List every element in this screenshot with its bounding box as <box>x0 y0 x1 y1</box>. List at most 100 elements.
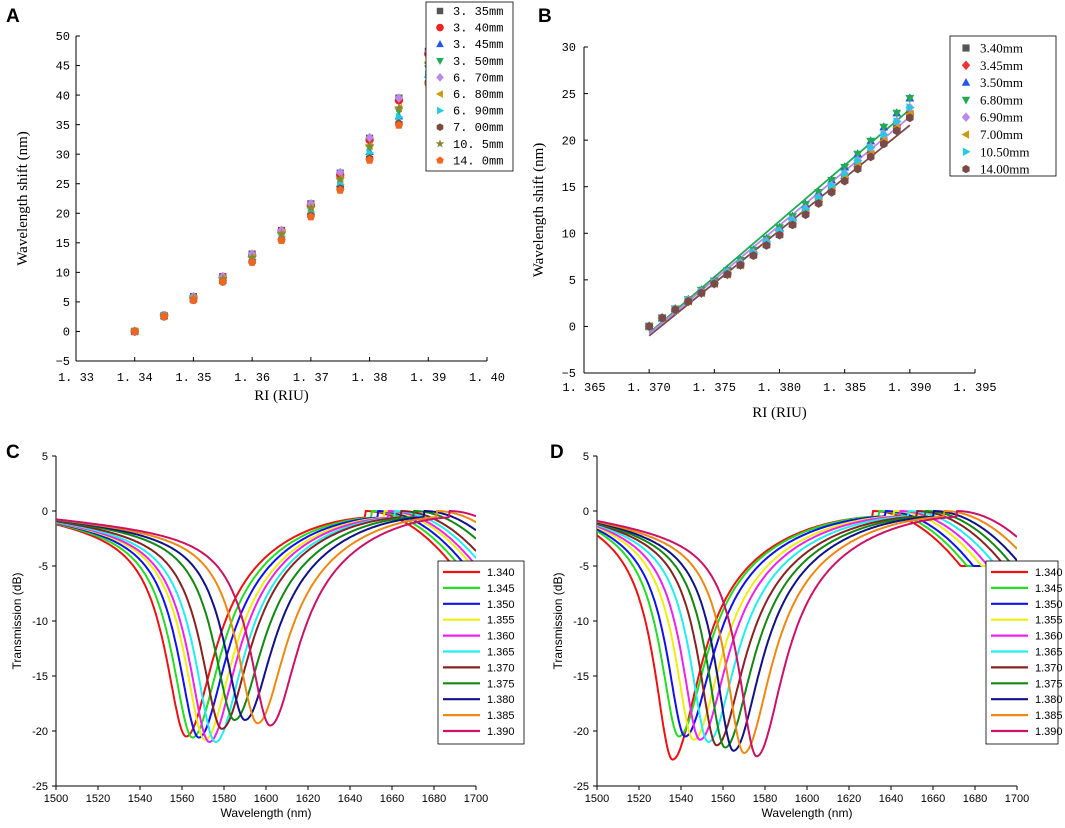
data-point <box>866 137 876 146</box>
chart-panel-b: 1. 365 1. 370 1. 375 1. 380 1. 385 1. 390 1. 3… <box>531 35 1057 421</box>
y-axis-title: Transmission (dB) <box>551 573 565 670</box>
data-point <box>854 156 863 165</box>
x-tick-label: 1540 <box>669 793 693 805</box>
legend-label: 7.00mm <box>980 127 1023 142</box>
data-point <box>762 241 771 250</box>
data-point <box>880 130 889 139</box>
data-point <box>247 252 257 262</box>
data-point <box>395 112 404 122</box>
legend-label: 3.45mm <box>980 58 1023 73</box>
legend-label: 6.90mm <box>980 110 1023 125</box>
data-point <box>218 277 227 286</box>
x-tick-label: 1580 <box>753 793 777 805</box>
y-tick-label: -25 <box>573 781 589 793</box>
x-tick-label: 1540 <box>128 793 152 805</box>
data-point <box>277 236 286 244</box>
x-tick-label: 1520 <box>86 793 110 805</box>
legend-label: 3. 35mm <box>453 5 503 19</box>
legend-label: 1.380 <box>1035 694 1063 706</box>
spectra-lines <box>597 510 1017 761</box>
series-670mm <box>130 46 433 337</box>
series-105mm <box>129 58 434 336</box>
data-point <box>365 132 374 143</box>
legend-marker <box>436 58 444 65</box>
x-tick-label: 1580 <box>212 793 236 805</box>
legend-label: 1.385 <box>487 710 515 722</box>
legend-marker <box>962 44 970 52</box>
data-point <box>906 103 915 112</box>
data-point <box>866 152 875 162</box>
chart-panel-a: 1. 33 1. 34 1. 35 1. 36 1. 37 1. 38 1. 39 1. 40… <box>15 1 514 404</box>
spectrum-1.390 <box>597 510 1017 758</box>
legend-label: 1.385 <box>1035 710 1063 722</box>
legend-marker <box>961 112 971 122</box>
spectrum-1.350 <box>597 510 1017 738</box>
legend-label: 6. 70mm <box>453 71 503 85</box>
data-point <box>893 126 901 136</box>
legend-label: 10.50mm <box>980 144 1029 159</box>
spectrum-1.375 <box>56 510 476 722</box>
fit-line <box>648 108 911 334</box>
series-700mm <box>131 78 432 336</box>
series-680mm <box>130 59 432 336</box>
x-tick-label: 1620 <box>837 793 861 805</box>
spectrum-1.365 <box>597 510 1017 744</box>
spectrum-1.380 <box>56 510 476 722</box>
data-point <box>892 109 902 118</box>
data-point <box>394 103 404 113</box>
series-345mm <box>130 69 433 335</box>
data-point <box>306 212 316 221</box>
series-335mm <box>131 47 432 336</box>
data-point <box>394 93 404 103</box>
data-point <box>658 313 666 323</box>
y-tick-label: 50 <box>56 30 70 44</box>
y-axis-title: Wavelength shift (nm) <box>15 131 31 266</box>
legend-marker <box>961 130 970 139</box>
y-tick-label: 20 <box>56 207 70 221</box>
y-tick-label: −5 <box>562 367 576 381</box>
data-point <box>189 295 198 304</box>
spectrum-1.375 <box>597 510 1017 749</box>
legend-label: 1.390 <box>487 726 515 738</box>
legend-marker <box>436 7 444 15</box>
y-tick-label: 25 <box>56 178 70 192</box>
legend-label: 1.340 <box>1035 567 1063 579</box>
series-1050mm <box>645 103 915 331</box>
y-tick-label: 0 <box>42 506 48 518</box>
y-tick-label: -10 <box>573 616 589 628</box>
legend-label: 1.370 <box>1035 662 1063 674</box>
y-axis-title: Wavelength shift (nm) <box>531 143 547 278</box>
legend-label: 10. 5mm <box>453 138 503 152</box>
legend-marker <box>436 123 444 131</box>
y-tick-label: 0 <box>583 506 589 518</box>
data-point <box>880 139 888 149</box>
x-tick-label: 1. 38 <box>352 371 388 385</box>
legend-label: 14. 0mm <box>453 154 503 168</box>
data-point <box>723 269 732 279</box>
series-140mm <box>130 79 433 335</box>
y-tick-label: -15 <box>32 671 48 683</box>
spectrum-1.380 <box>597 510 1017 752</box>
x-tick-label: 1560 <box>711 793 735 805</box>
spectrum-1.355 <box>597 510 1017 741</box>
x-tick-label: 1. 36 <box>234 371 270 385</box>
y-tick-label: −5 <box>56 355 70 369</box>
data-point <box>788 220 797 230</box>
legend-marker <box>961 96 971 105</box>
y-tick-label: 10 <box>56 267 70 281</box>
data-point <box>840 176 849 186</box>
legend-marker <box>436 73 444 82</box>
x-axis-title: RI (RIU) <box>254 388 309 404</box>
x-tick-label: 1. 390 <box>888 381 931 395</box>
x-tick-label: 1500 <box>44 793 68 805</box>
y-tick-label: -10 <box>32 616 48 628</box>
x-tick-label: 1520 <box>627 793 651 805</box>
series-680mm <box>644 94 915 332</box>
y-tick-label: 10 <box>562 227 576 241</box>
y-tick-label: 30 <box>562 41 576 55</box>
data-point <box>840 163 850 172</box>
series-350mm <box>130 65 433 337</box>
panel-letter-b: B <box>538 6 552 27</box>
y-tick-label: 0 <box>569 321 576 335</box>
data-point <box>736 260 745 270</box>
